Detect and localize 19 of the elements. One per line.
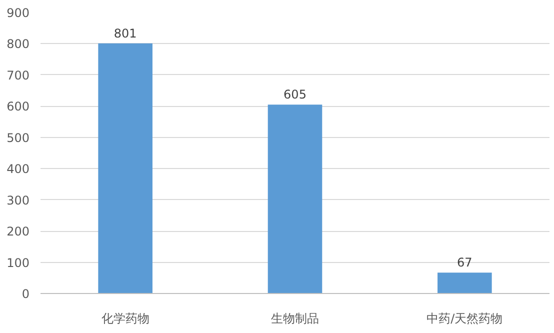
data-label: 801 bbox=[114, 26, 137, 40]
y-tick-label: 400 bbox=[6, 162, 30, 176]
y-tick-label: 800 bbox=[6, 37, 30, 52]
bar bbox=[268, 104, 322, 294]
y-tick-label: 700 bbox=[6, 68, 30, 82]
data-label: 605 bbox=[284, 88, 306, 102]
y-tick-label: 300 bbox=[6, 193, 30, 208]
x-tick-label: 化学药物 bbox=[101, 312, 150, 326]
x-tick-label: 中药/天然药物 bbox=[426, 312, 503, 326]
y-tick-label: 600 bbox=[6, 100, 30, 114]
y-tick-label: 900 bbox=[6, 6, 30, 20]
y-tick-label: 0 bbox=[22, 287, 30, 301]
bar bbox=[98, 43, 152, 294]
data-label: 67 bbox=[457, 256, 472, 270]
y-tick-label: 100 bbox=[6, 256, 30, 270]
x-tick-label: 生物制品 bbox=[271, 312, 319, 326]
y-tick-label: 500 bbox=[6, 130, 30, 145]
bar bbox=[438, 272, 492, 294]
y-tick-label: 200 bbox=[6, 224, 30, 239]
